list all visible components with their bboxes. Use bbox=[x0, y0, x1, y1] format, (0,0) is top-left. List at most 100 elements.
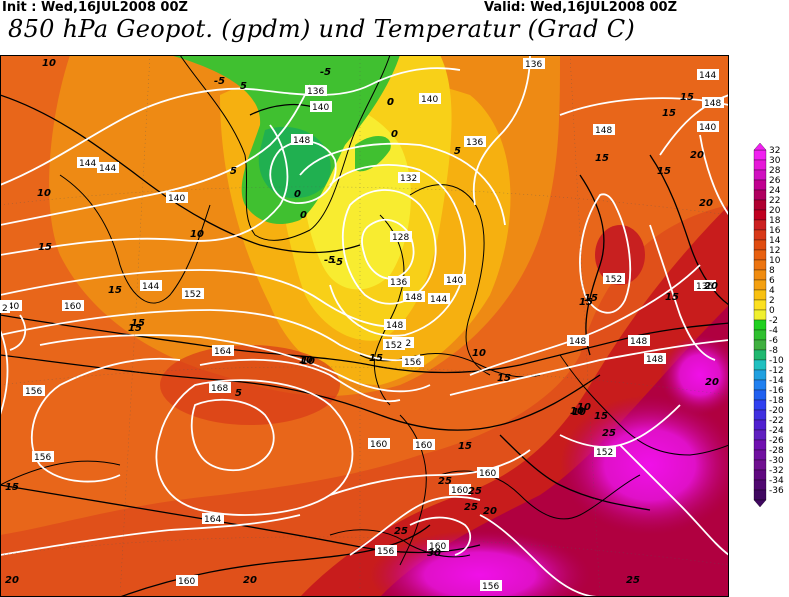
geopotential-label: 136 bbox=[466, 138, 483, 148]
color-scale-label: 20 bbox=[769, 206, 781, 216]
geopotential-label-background bbox=[594, 446, 616, 457]
geopotential-label-background bbox=[77, 157, 99, 168]
geopotential-label: 156 bbox=[404, 358, 421, 368]
color-scale-label: 4 bbox=[769, 286, 775, 296]
geopotential-label-background bbox=[368, 438, 390, 449]
geopotential-label-background bbox=[166, 192, 188, 203]
color-scale-label: 24 bbox=[769, 186, 781, 196]
temperature-label: 20 bbox=[243, 575, 257, 586]
geopotential-label: 148 bbox=[293, 136, 310, 146]
color-scale-label: -8 bbox=[769, 346, 778, 356]
temperature-label: 15 bbox=[497, 373, 511, 384]
color-scale-box bbox=[753, 329, 767, 341]
geopotential-label: 144 bbox=[430, 295, 447, 305]
geopotential-label: 144 bbox=[142, 282, 159, 292]
color-scale-box bbox=[753, 359, 767, 371]
temperature-label: 5 bbox=[235, 388, 242, 399]
temperature-label: 20 bbox=[690, 150, 704, 161]
geopotential-label: 148 bbox=[704, 99, 721, 109]
geopotential-label: 140 bbox=[168, 194, 185, 204]
color-scale-box bbox=[753, 239, 767, 251]
temperature-label: -5 bbox=[332, 257, 343, 268]
temperature-label: 15 bbox=[662, 108, 676, 119]
geopotential-label-background bbox=[419, 93, 441, 104]
color-scale-box bbox=[753, 159, 767, 171]
color-scale-box bbox=[753, 449, 767, 461]
geopotential-label-background bbox=[428, 293, 450, 304]
temperature-label: 20 bbox=[705, 377, 719, 388]
temperature-label: 15 bbox=[584, 293, 598, 304]
geopotential-label-background bbox=[403, 291, 425, 302]
geopotential-label-background bbox=[427, 540, 449, 551]
geopotential-label: 148 bbox=[405, 293, 422, 303]
temperature-label: 15 bbox=[5, 482, 19, 493]
geopotential-label-background bbox=[398, 172, 420, 183]
temperature-label: 20 bbox=[5, 575, 19, 586]
geopotential-label-background bbox=[388, 276, 410, 287]
color-scale-box bbox=[753, 399, 767, 411]
temperature-label: -5 bbox=[320, 67, 331, 78]
temperature-label: 5 bbox=[230, 166, 237, 177]
geopotential-label: 152 bbox=[605, 275, 622, 285]
init-time: Init : Wed,16JUL2008 00Z bbox=[2, 0, 188, 15]
temperature-label: 15 bbox=[595, 153, 609, 164]
geopotential-label-background bbox=[140, 280, 162, 291]
geopotential-label: 136 bbox=[390, 278, 407, 288]
geopotential-label-background bbox=[390, 231, 412, 242]
color-scale-labels: 32302826242220181614121086420-2-4-6-8-10… bbox=[769, 146, 784, 496]
color-scale-label: 22 bbox=[769, 196, 780, 206]
temperature-label: 10 bbox=[190, 229, 204, 240]
color-scale-label: 26 bbox=[769, 176, 781, 186]
temperature-label: 10 bbox=[472, 348, 486, 359]
color-scale-label: 6 bbox=[769, 276, 775, 286]
color-scale-label: -10 bbox=[769, 356, 784, 366]
color-scale-boxes bbox=[753, 142, 767, 508]
color-scale-box bbox=[753, 469, 767, 481]
geopotential-label-background bbox=[383, 339, 405, 350]
geopotential-label-background bbox=[593, 124, 615, 135]
geopotential-label: 140 bbox=[2, 302, 19, 312]
color-scale-label: -28 bbox=[769, 446, 784, 456]
geopotential-label-background bbox=[384, 319, 406, 330]
temperature-label: 25 bbox=[626, 575, 640, 586]
color-scale-label: -36 bbox=[769, 486, 784, 496]
color-scale-label: 0 bbox=[769, 306, 775, 316]
temperature-label: 15 bbox=[458, 441, 472, 452]
color-scale-label: 30 bbox=[769, 156, 781, 166]
geopotential-label: 160 bbox=[415, 441, 432, 451]
color-scale-box bbox=[753, 419, 767, 431]
temperature-label: 20 bbox=[483, 506, 497, 517]
geopotential-label-background bbox=[305, 85, 327, 96]
geopotential-label: 148 bbox=[595, 126, 612, 136]
color-scale-box bbox=[753, 229, 767, 241]
temperature-label: 20 bbox=[699, 198, 713, 209]
color-scale-box bbox=[753, 149, 767, 161]
geopotential-label: 136 bbox=[696, 282, 713, 292]
temperature-label: 10 bbox=[42, 58, 56, 69]
valid-time: Valid: Wed,16JUL2008 00Z bbox=[484, 0, 677, 15]
color-scale-label: 12 bbox=[769, 246, 780, 256]
geopotential-label-background bbox=[480, 580, 502, 591]
temperature-label: 15 bbox=[108, 285, 122, 296]
temperature-label: 0 bbox=[387, 97, 394, 108]
color-scale-box bbox=[753, 249, 767, 261]
geopotential-label: 160 bbox=[370, 440, 387, 450]
color-scale-label: 32 bbox=[769, 146, 780, 156]
color-scale-box bbox=[753, 429, 767, 441]
temperature-label: 10 bbox=[299, 355, 313, 366]
color-scale-box bbox=[753, 169, 767, 181]
temperature-label: 15 bbox=[369, 353, 383, 364]
temperature-label: 15 bbox=[128, 323, 142, 334]
geopotential-label-background bbox=[23, 385, 45, 396]
geopotential-label: 160 bbox=[479, 469, 496, 479]
color-scale-label: -20 bbox=[769, 406, 784, 416]
geopotential-label: 164 bbox=[214, 347, 231, 357]
geopotential-label-background bbox=[523, 58, 545, 69]
temperature-label: 15 bbox=[579, 297, 593, 308]
temperature-label: 0 bbox=[391, 129, 398, 140]
geopotential-label-background bbox=[697, 121, 719, 132]
temperature-label: 25 bbox=[394, 526, 408, 537]
color-scale: 32302826242220181614121086420-2-4-6-8-10… bbox=[753, 142, 784, 508]
color-scale-label: 10 bbox=[769, 256, 781, 266]
